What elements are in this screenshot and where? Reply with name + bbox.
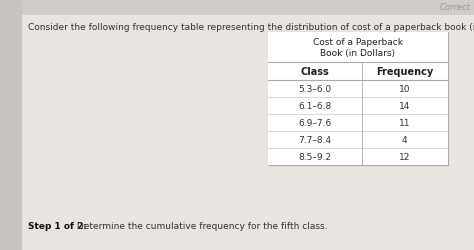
- Text: 4: 4: [402, 136, 408, 144]
- Bar: [268, 148, 448, 165]
- Bar: [268, 132, 448, 148]
- Bar: [268, 63, 448, 81]
- Bar: [268, 114, 448, 132]
- Bar: [268, 81, 448, 98]
- Text: Consider the following frequency table representing the distribution of cost of : Consider the following frequency table r…: [28, 23, 474, 32]
- Text: Step 1 of 2:: Step 1 of 2:: [28, 221, 87, 230]
- Text: 6.9–7.6: 6.9–7.6: [298, 118, 331, 128]
- Text: 10: 10: [399, 85, 410, 94]
- Text: 12: 12: [399, 152, 410, 161]
- Text: Class: Class: [301, 67, 329, 77]
- Bar: [268, 33, 448, 63]
- Text: 5.3–6.0: 5.3–6.0: [298, 85, 331, 94]
- Bar: [0, 0, 22, 250]
- Text: Determine the cumulative frequency for the fifth class.: Determine the cumulative frequency for t…: [74, 221, 328, 230]
- Text: 7.7–8.4: 7.7–8.4: [298, 136, 331, 144]
- Text: Correct: Correct: [440, 4, 471, 13]
- Bar: [268, 33, 448, 165]
- Bar: [268, 98, 448, 114]
- Text: Frequency: Frequency: [376, 67, 433, 77]
- Text: Cost of a Paperback
Book (in Dollars): Cost of a Paperback Book (in Dollars): [313, 38, 403, 58]
- Bar: [0, 0, 474, 16]
- Text: 11: 11: [399, 118, 410, 128]
- Text: 6.1–6.8: 6.1–6.8: [298, 102, 331, 110]
- Text: 8.5–9.2: 8.5–9.2: [298, 152, 331, 161]
- Text: 14: 14: [399, 102, 410, 110]
